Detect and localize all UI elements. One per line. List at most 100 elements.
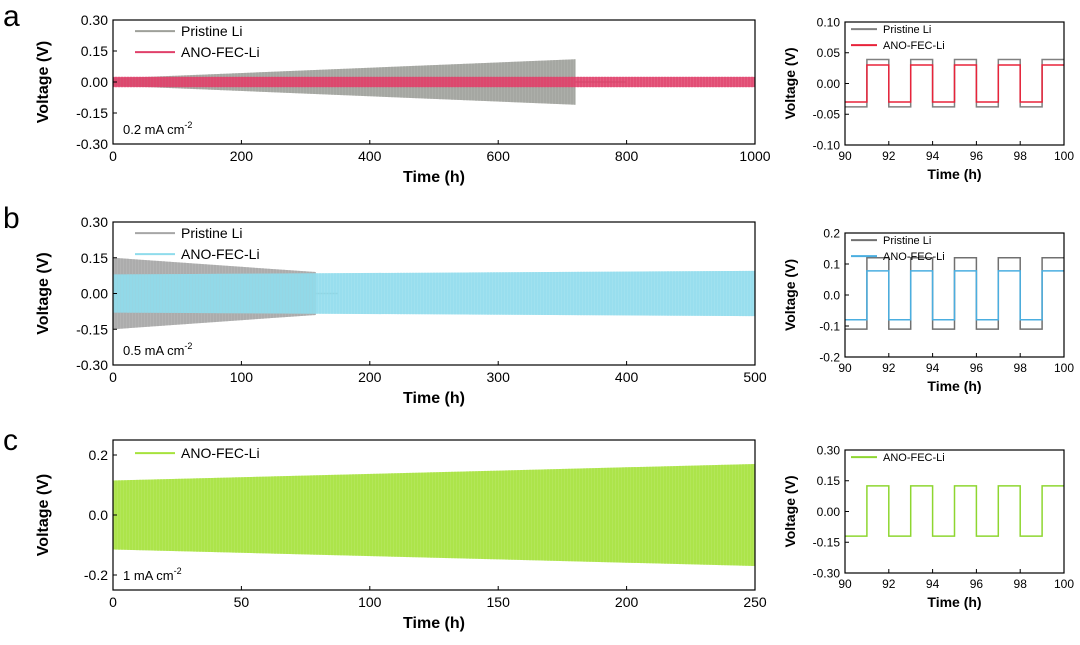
x-axis-label: Time (h) [403, 169, 465, 186]
axes: 90 92 94 96 98 100 -0.10 -0.05 0.00 0.05 0.10 [813, 15, 1075, 163]
legend: Pristine Li ANO-FEC-Li [851, 24, 945, 52]
x-tick-label: 96 [970, 361, 984, 375]
legend-label: Pristine Li [181, 23, 242, 39]
axes: 0 50 100 150 200 250 -0.2 0.0 0.2 [84, 447, 767, 610]
y-axis-label: Voltage (V) [35, 252, 52, 334]
legend: Pristine Li ANO-FEC-Li [135, 23, 260, 60]
x-tick-label: 96 [970, 149, 984, 163]
y-axis-label: Voltage (V) [782, 259, 798, 331]
y-tick-label: -0.1 [819, 319, 840, 333]
x-tick-label: 92 [882, 577, 896, 591]
x-tick-label: 800 [615, 148, 639, 164]
series-1 [113, 270, 755, 317]
y-tick-label: 0.2 [89, 447, 109, 463]
x-tick-label: 0 [109, 369, 117, 385]
y-tick-label: -0.10 [813, 138, 841, 152]
plot-area [845, 58, 1064, 108]
x-tick-label: 94 [926, 361, 940, 375]
x-tick-label: 98 [1014, 361, 1028, 375]
y-tick-label: 0.00 [817, 77, 841, 91]
x-tick-label: 250 [743, 594, 767, 610]
x-tick-label: 200 [615, 594, 639, 610]
y-axis-label: Voltage (V) [782, 47, 798, 119]
legend: ANO-FEC-Li [135, 445, 260, 461]
x-tick-label: 50 [234, 594, 250, 610]
y-tick-label: 0.00 [817, 505, 841, 519]
legend: ANO-FEC-Li [851, 452, 945, 464]
legend-label: ANO-FEC-Li [883, 452, 945, 464]
y-tick-label: -0.15 [76, 321, 108, 337]
x-tick-label: 92 [882, 361, 896, 375]
plot-area [113, 257, 755, 330]
x-tick-label: 90 [838, 361, 852, 375]
x-tick-label: 500 [743, 369, 767, 385]
y-axis-label: Voltage (V) [35, 41, 52, 123]
y-tick-label: 0.15 [81, 250, 108, 266]
legend-label: ANO-FEC-Li [883, 40, 945, 52]
axes: 90 92 94 96 98 100 -0.2 -0.1 0.0 0.1 0.2 [819, 226, 1074, 375]
annotation-superscript: -2 [184, 120, 192, 130]
series-stripes [113, 464, 755, 566]
y-tick-label: 0.05 [817, 46, 841, 60]
y-tick-label: 0.2 [823, 226, 840, 240]
annotation-text: 0.2 mA cm [123, 122, 184, 137]
series-line [845, 64, 1064, 103]
x-tick-label: 0 [109, 148, 117, 164]
chart-panel-3: 90 92 94 96 98 100 -0.2 -0.1 0.0 0.1 0.2 Time (h) Vo… [782, 226, 1074, 394]
legend: Pristine Li ANO-FEC-Li [851, 235, 945, 263]
y-tick-label: -0.15 [76, 105, 108, 121]
series-stripes [113, 270, 755, 317]
x-tick-label: 400 [615, 369, 639, 385]
legend-label: Pristine Li [181, 225, 242, 241]
panel-label: c [3, 424, 18, 457]
x-axis-label: Time (h) [403, 615, 465, 632]
y-tick-label: -0.15 [813, 536, 841, 550]
x-tick-label: 300 [487, 369, 511, 385]
panel-label: a [3, 0, 20, 33]
x-tick-label: 150 [487, 594, 511, 610]
x-axis-label: Time (h) [927, 594, 981, 610]
annotation-text: 1 mA cm [123, 568, 174, 583]
y-tick-label: -0.2 [84, 567, 108, 583]
y-tick-label: -0.05 [813, 108, 841, 122]
current-density-annotation: 1 mA cm-2 [123, 566, 182, 583]
axes: 90 92 94 96 98 100 -0.30 -0.15 0.00 0.15 0.30 [813, 443, 1075, 591]
x-axis-label: Time (h) [403, 390, 465, 407]
y-tick-label: 0.0 [823, 288, 840, 302]
legend-label: ANO-FEC-Li [181, 445, 260, 461]
plot-area [845, 257, 1064, 330]
current-density-annotation: 0.5 mA cm-2 [123, 341, 192, 358]
legend-label: ANO-FEC-Li [883, 251, 945, 263]
x-tick-label: 200 [230, 148, 254, 164]
series-1 [845, 270, 1064, 321]
panel-label: b [3, 202, 20, 235]
x-tick-label: 94 [926, 577, 940, 591]
series-stripes [113, 76, 755, 88]
x-tick-label: 1000 [739, 148, 770, 164]
x-tick-label: 200 [358, 369, 382, 385]
x-tick-label: 600 [487, 148, 511, 164]
plot-area [845, 485, 1064, 537]
legend-label: ANO-FEC-Li [181, 44, 260, 60]
legend: Pristine Li ANO-FEC-Li [135, 225, 260, 262]
series-1 [113, 76, 755, 88]
annotation-superscript: -2 [184, 341, 192, 351]
x-tick-label: 94 [926, 149, 940, 163]
chart-panel-2: 0 100 200 300 400 500 -0.30 -0.15 0.00 0.15 0.30 Ti… [3, 202, 767, 407]
y-tick-label: 0.15 [817, 474, 841, 488]
x-tick-label: 90 [838, 577, 852, 591]
axes: 0 100 200 300 400 500 -0.30 -0.15 0.00 0.15 0.30 [76, 214, 767, 385]
x-tick-label: 100 [358, 594, 382, 610]
y-tick-label: 0.00 [81, 74, 108, 90]
plot-area [113, 59, 755, 105]
plot-area [113, 464, 755, 566]
y-tick-label: -0.30 [76, 136, 108, 152]
x-tick-label: 98 [1014, 149, 1028, 163]
y-tick-label: 0.30 [81, 12, 108, 28]
annotation-superscript: -2 [174, 566, 182, 576]
chart-panel-0: 0 200 400 600 800 1000 -0.30 -0.15 0.00 0.15 0.30 T… [3, 0, 771, 186]
x-axis-label: Time (h) [927, 166, 981, 182]
y-tick-label: 0.10 [817, 15, 841, 29]
legend-label: Pristine Li [883, 235, 931, 247]
series-0 [113, 464, 755, 566]
